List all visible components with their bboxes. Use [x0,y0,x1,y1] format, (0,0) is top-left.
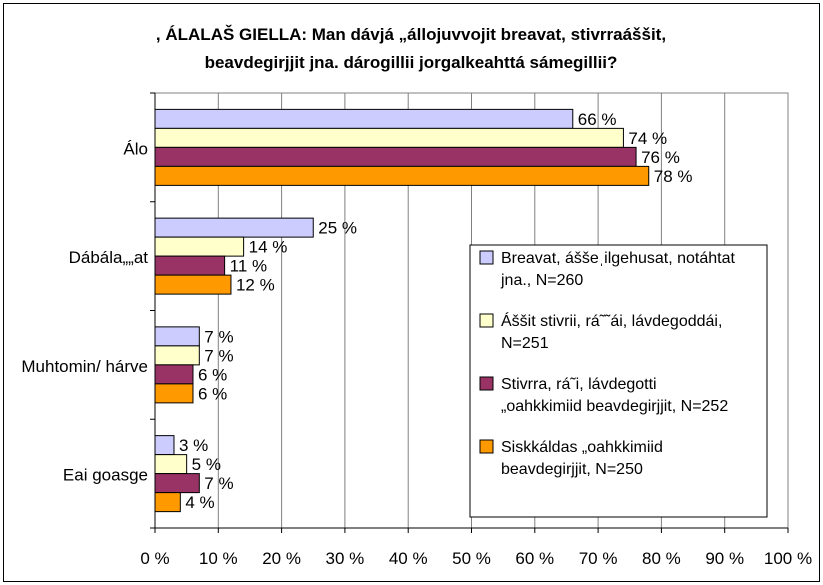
legend-label: Breavat, áššeˌilgehusat, notáhtat [501,250,735,267]
data-label: 4 % [185,493,214,512]
legend-swatch [479,439,494,454]
x-tick-label: 50 % [452,549,491,568]
chart-title-line-1: , ÁLALAŠ GIELLA: Man dávjá „állojuvvojit… [156,25,666,44]
legend-swatch [479,313,494,328]
data-label: 7 % [204,327,233,346]
legend-label: jna., N=260 [500,272,583,289]
bar [154,473,200,494]
category-label: Muhtomin/ hárve [21,357,148,376]
data-label: 25 % [318,219,357,238]
bar [154,127,624,148]
bar [154,383,194,404]
data-label: 12 % [236,276,275,295]
bar [154,255,226,276]
data-label: 5 % [192,455,221,474]
legend-label: beavdegirjjit, N=250 [501,461,643,478]
data-label: 14 % [249,238,288,257]
data-label: 78 % [654,167,693,186]
bar [154,146,637,167]
x-tick-label: 100 % [764,549,812,568]
legend-swatch [479,250,494,265]
bar [154,165,650,186]
legend-label: Siskkáldas „oahkkimiid [501,439,663,456]
legend-label: Áššit stivrii, rá˜˜ái, lávdegoddái, [501,311,722,330]
legend: Breavat, áššeˌilgehusat, notáhtat jna., N… [469,244,768,518]
category-label: Dábála„„at [69,248,149,267]
bar [154,217,314,238]
data-label: 66 % [578,110,617,129]
data-label: 7 % [204,474,233,493]
category-label: Álo [123,139,148,158]
data-label: 11 % [230,257,268,276]
x-tick-label: 30 % [326,549,365,568]
x-tick-label: 0 % [140,549,169,568]
bar [154,492,181,513]
x-tick-label: 40 % [389,549,428,568]
x-tick-label: 10 % [199,549,238,568]
legend-label: Stivrra, rá˜i, lávdegotti [501,376,657,393]
x-tick-label: 20 % [262,549,301,568]
legend-swatch [479,376,494,391]
category-label: Eai goasge [63,466,148,485]
x-tick-label: 60 % [515,549,554,568]
data-label: 74 % [628,129,667,148]
data-label: 7 % [204,346,233,365]
bar [154,274,232,295]
legend-label: N=251 [501,335,549,352]
x-tick-label: 80 % [642,549,681,568]
data-label: 6 % [198,365,227,384]
data-label: 3 % [179,436,208,455]
chart-title-line-2: beavdegirjjit jna. dárogillii jorgalkeah… [205,53,618,72]
bar [154,454,188,475]
bar [154,364,194,385]
legend-box [469,244,768,518]
legend-label: „oahkkimiid beavdegirjjit, N=252 [501,398,728,415]
axes: Álo Dábála„„at Muhtomin/ hárve Eai goasge 0 … [21,92,812,568]
x-tick-label: 90 % [705,549,744,568]
bar [154,435,175,456]
bars [154,108,650,513]
data-label: 6 % [198,384,227,403]
bar [154,236,245,257]
data-labels: 66 %74 %76 %78 %25 %14 %11 %12 %7 %7 %6 … [179,110,693,512]
bar [154,345,200,366]
data-label: 76 % [641,148,680,167]
bar [154,326,200,347]
x-tick-label: 70 % [579,549,618,568]
bar [154,108,574,129]
